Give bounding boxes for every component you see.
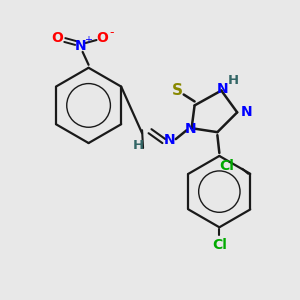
Text: +: + — [84, 35, 92, 45]
Text: O: O — [51, 31, 63, 45]
Text: H: H — [133, 139, 144, 152]
Text: N: N — [240, 105, 252, 119]
Text: N: N — [217, 82, 228, 96]
Text: Cl: Cl — [219, 159, 234, 173]
Text: -: - — [109, 26, 114, 39]
Text: Cl: Cl — [212, 238, 227, 252]
Text: H: H — [228, 74, 239, 87]
Text: N: N — [164, 133, 176, 147]
Text: N: N — [75, 39, 86, 53]
Text: S: S — [172, 83, 183, 98]
Text: N: N — [185, 122, 197, 136]
Text: O: O — [97, 31, 108, 45]
